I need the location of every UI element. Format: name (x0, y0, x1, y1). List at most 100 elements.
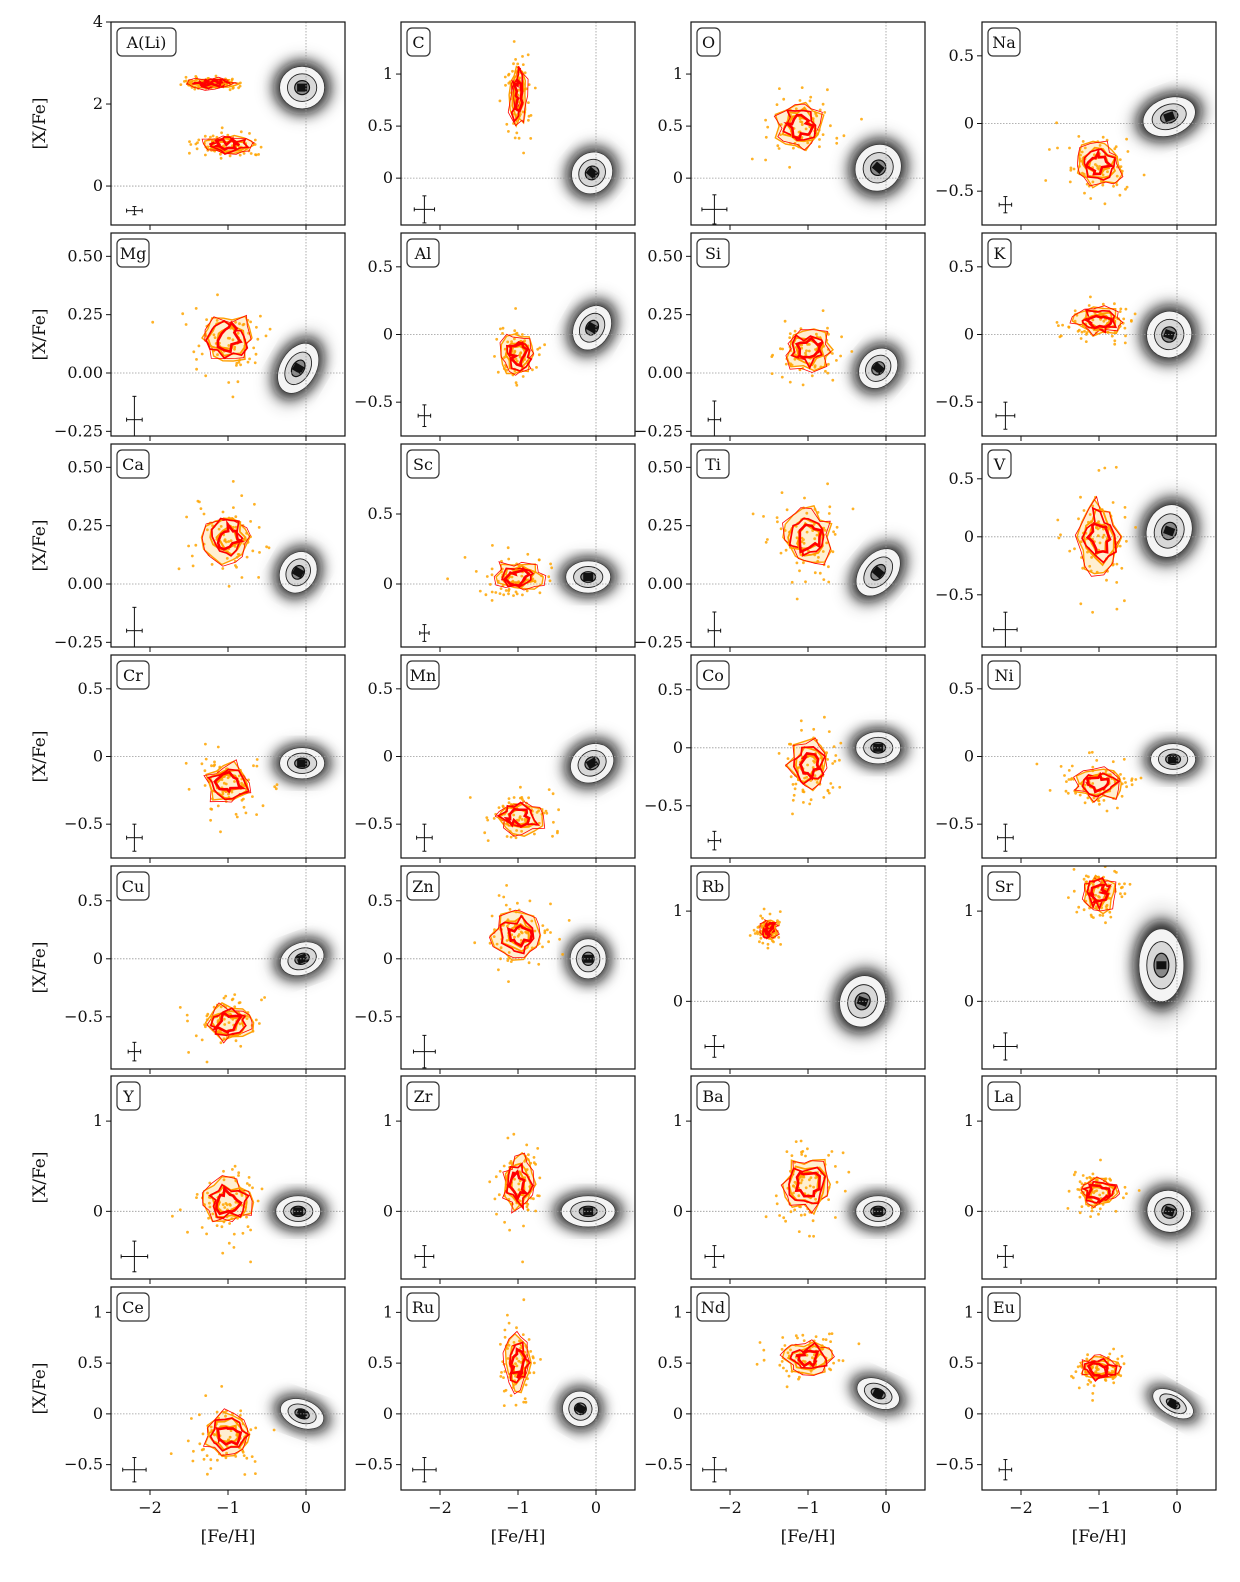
cluster-star-point (522, 1224, 525, 1228)
cluster-star-point (826, 482, 829, 486)
cluster-star-point (1067, 1189, 1071, 1193)
cluster-star-point (1102, 527, 1105, 531)
y-axis-label: [X/Fe] (30, 97, 50, 149)
cluster-star-point (463, 556, 467, 559)
cluster-star-point (233, 993, 237, 996)
y-tick-label: −0.5 (644, 1455, 683, 1474)
cluster-star-point (507, 130, 510, 133)
cluster-star-point (256, 1199, 260, 1203)
cluster-star-point (257, 526, 261, 529)
cluster-star-point (215, 319, 219, 322)
cluster-star-point (1123, 599, 1126, 603)
mw-peak (871, 1387, 885, 1400)
cluster-star-point (802, 541, 806, 545)
cluster-star-point (801, 790, 805, 793)
cluster-star-point (1088, 751, 1091, 755)
cluster-star-point (185, 515, 189, 519)
cluster-star-point (818, 571, 822, 575)
panel-plot-area (111, 22, 345, 225)
cluster-star-point (209, 807, 213, 811)
element-label-box (987, 449, 1012, 479)
cluster-star-point (504, 589, 508, 592)
cluster-star-point (1133, 312, 1137, 316)
cluster-star-point (1108, 910, 1112, 914)
cluster-star-point (821, 1338, 825, 1341)
red-contour (1073, 766, 1121, 803)
red-contour (210, 517, 244, 557)
cluster-star-point (804, 127, 808, 131)
cluster-star-point (517, 1359, 521, 1363)
element-label: C (406, 27, 431, 57)
cluster-star-point (1070, 1374, 1073, 1378)
cluster-star-point (191, 1459, 195, 1463)
cluster-star-point (521, 798, 524, 801)
cluster-star-point (1072, 889, 1076, 893)
cluster-star-point (1137, 1189, 1141, 1192)
cluster-star-point (535, 366, 538, 369)
cluster-star-point (831, 550, 835, 554)
cluster-star-point (512, 594, 515, 597)
cluster-star-point (239, 130, 243, 134)
y-tick-label: −0.5 (354, 1455, 393, 1474)
cluster-star-point (499, 1375, 503, 1378)
y-axis-label: [X/Fe] (30, 519, 50, 571)
cluster-star-point (245, 555, 249, 559)
cluster-star-point (832, 530, 835, 534)
cluster-star-point (766, 538, 769, 541)
red-contour (798, 523, 824, 554)
cluster-star-point (233, 347, 236, 351)
cluster-star-point (248, 132, 251, 135)
cluster-star-point (826, 371, 830, 375)
x-tick-label: −2 (428, 1498, 452, 1517)
mw-peak (1163, 525, 1176, 537)
cluster-star-point (785, 508, 789, 512)
cluster-star-point (541, 945, 544, 949)
cluster-star-point (531, 368, 534, 372)
element-label-text: Zn (412, 877, 433, 896)
cluster-star-point (514, 836, 518, 840)
element-label: Y (116, 1081, 141, 1111)
cluster-star-point (1115, 562, 1119, 566)
cluster-star-point (184, 323, 188, 326)
y-tick-label: 0.5 (368, 679, 393, 698)
cluster-star-point (814, 1335, 818, 1338)
cluster-star-point (1097, 469, 1101, 472)
cluster-star-point (537, 821, 541, 825)
cluster-star-point (1085, 331, 1089, 334)
element-label-box (116, 871, 150, 901)
cluster-star-point (791, 798, 795, 802)
cluster-star-point (834, 1216, 837, 1219)
cluster-star-point (831, 786, 835, 789)
element-label-text: Ba (702, 1087, 724, 1106)
red-contour (208, 1183, 250, 1219)
cluster-star-point (758, 940, 761, 944)
cluster-star-point (1048, 148, 1051, 151)
panel-al: Al −0.5 0 0.5 (354, 232, 636, 441)
cluster-star-point (506, 959, 510, 962)
cluster-star-point (826, 758, 829, 761)
cluster-star-point (788, 742, 791, 746)
cluster-star-point (254, 1018, 258, 1022)
cluster-star-point (234, 515, 238, 519)
red-contour (1081, 877, 1117, 912)
cluster-star-point (815, 332, 818, 336)
cluster-star-point (506, 546, 510, 550)
cluster-star-point (242, 805, 246, 809)
cluster-star-point (1086, 1383, 1090, 1386)
y-tick-label: 0.5 (78, 891, 103, 910)
cluster-star-point (1125, 785, 1128, 789)
cluster-star-point (528, 899, 532, 903)
cluster-star-point (764, 118, 767, 122)
mw-density (264, 929, 340, 989)
cluster-star-point (219, 1041, 223, 1045)
element-label-text: Ce (122, 1298, 144, 1317)
cluster-star-point (190, 1417, 193, 1420)
cluster-star-point (790, 1154, 794, 1157)
cluster-star-point (550, 566, 554, 570)
cluster-star-point (1076, 1365, 1080, 1369)
cluster-star-point (810, 374, 814, 378)
cluster-star-point (490, 573, 494, 577)
cluster-star-point (527, 1153, 530, 1157)
cluster-star-point (808, 1178, 811, 1182)
cluster-star-point (1084, 874, 1088, 878)
